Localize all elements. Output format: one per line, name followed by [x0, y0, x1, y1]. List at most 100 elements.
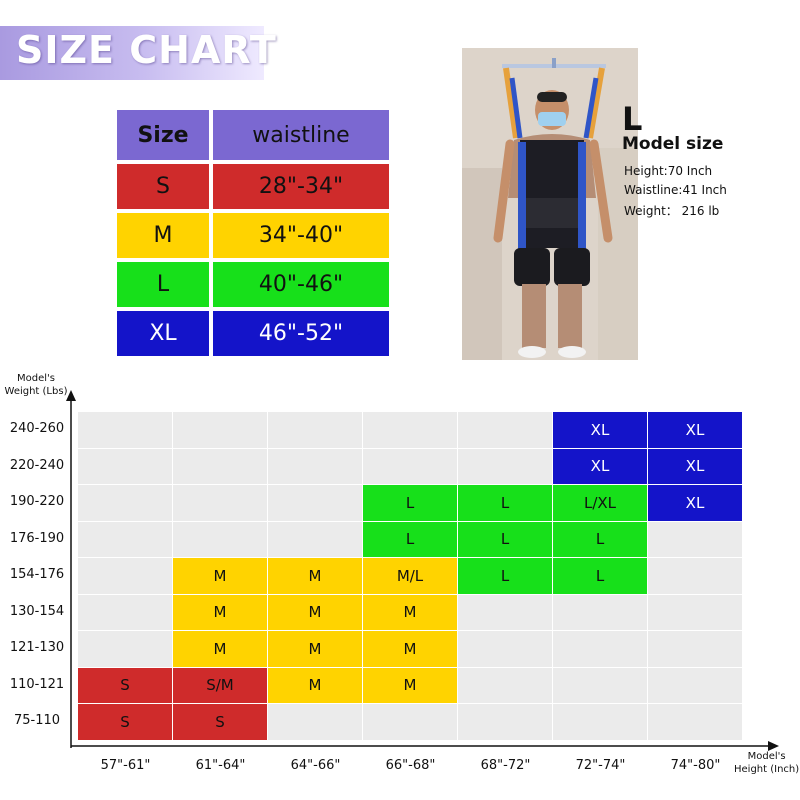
- x-axis-label-line2: Height (Inch): [734, 764, 800, 775]
- size-grid-cell: M: [268, 594, 363, 631]
- size-grid-cell: L: [458, 558, 553, 595]
- waistline-table-header: Size waistline: [115, 108, 391, 162]
- height-label: 61"-64": [195, 758, 246, 773]
- waistline-cell: 28"-34": [211, 162, 391, 211]
- size-grid-cell: XL: [553, 412, 648, 449]
- page-title: SIZE CHART: [16, 28, 277, 72]
- height-label: 66"-68": [385, 758, 436, 773]
- size-grid-cell: L: [553, 521, 648, 558]
- size-grid-cell: M: [363, 594, 458, 631]
- size-grid-cell: L/XL: [553, 485, 648, 522]
- size-grid-cell: [78, 448, 173, 485]
- model-size-letter: L: [622, 100, 643, 138]
- size-grid-cell: XL: [648, 485, 743, 522]
- x-axis-label-line1: Model's: [747, 751, 786, 762]
- weight-label: 75-110: [13, 713, 61, 729]
- size-grid-cell: [78, 485, 173, 522]
- y-axis-label: Model's Weight (Lbs): [4, 372, 68, 398]
- size-grid-cell: M: [268, 558, 363, 595]
- size-grid-cell: [458, 631, 553, 668]
- model-photo: [462, 48, 638, 360]
- weight-label: 121-130: [9, 640, 65, 656]
- table-row: M 34"-40": [115, 211, 391, 260]
- model-weight: Weight： 216 lb: [624, 204, 720, 218]
- size-grid-cell: [268, 704, 363, 741]
- size-grid-cell: M: [268, 667, 363, 704]
- weight-label: 176-190: [9, 530, 65, 546]
- height-label: 68"-72": [480, 758, 531, 773]
- size-grid-cell: L: [553, 558, 648, 595]
- waistline-cell: 46"-52": [211, 309, 391, 358]
- size-grid-cell: M: [173, 558, 268, 595]
- size-grid-cell: [173, 521, 268, 558]
- weight-label: 110-121: [9, 676, 65, 692]
- model-figure-illustration: [462, 48, 638, 360]
- title-banner: [0, 26, 264, 80]
- table-row: S 28"-34": [115, 162, 391, 211]
- size-grid-cell: L: [363, 485, 458, 522]
- height-label: 72"-74": [575, 758, 626, 773]
- size-grid-cell: M: [173, 631, 268, 668]
- size-grid-cell: [363, 704, 458, 741]
- waistline-cell: 34"-40": [211, 211, 391, 260]
- size-cell: S: [115, 162, 211, 211]
- size-grid-cell: [78, 631, 173, 668]
- size-grid-cell: [78, 558, 173, 595]
- size-grid-cell: XL: [648, 448, 743, 485]
- size-grid-cell: [363, 448, 458, 485]
- y-axis-arrow-icon: [66, 390, 76, 401]
- x-axis-arrow-icon: [768, 741, 779, 751]
- size-grid-cell: [78, 412, 173, 449]
- size-grid-cell: [268, 448, 363, 485]
- size-grid-cell: L: [363, 521, 458, 558]
- size-grid-cell: [458, 667, 553, 704]
- size-grid-cell: [458, 704, 553, 741]
- size-grid-cell: [78, 594, 173, 631]
- height-label: 74"-80": [670, 758, 721, 773]
- size-grid-cell: [268, 412, 363, 449]
- size-grid-cell: [458, 412, 553, 449]
- size-grid-cell: S: [78, 704, 173, 741]
- size-grid-cell: [553, 594, 648, 631]
- weight-label: 240-260: [9, 421, 65, 437]
- size-grid-cell: XL: [648, 412, 743, 449]
- size-grid-cell: L: [458, 521, 553, 558]
- size-cell: L: [115, 260, 211, 309]
- size-grid-cell: S: [173, 704, 268, 741]
- waistline-cell: 40"-46": [211, 260, 391, 309]
- weight-label: 190-220: [9, 494, 65, 510]
- x-axis-label: Model's Height (Inch): [734, 750, 799, 776]
- weight-label: 220-240: [9, 457, 65, 473]
- size-grid-cell: [458, 594, 553, 631]
- size-grid-cell: L: [458, 485, 553, 522]
- size-grid-cell: M: [363, 631, 458, 668]
- model-size-title: Model size: [622, 134, 724, 154]
- size-cell: XL: [115, 309, 211, 358]
- size-grid-cell: [173, 485, 268, 522]
- size-grid-cell: [363, 412, 458, 449]
- size-grid-cell: M: [173, 594, 268, 631]
- size-grid-cell: M/L: [363, 558, 458, 595]
- waistline-table: Size waistline S 28"-34" M 34"-40" L 40"…: [115, 108, 391, 358]
- header-size: Size: [115, 108, 211, 162]
- weight-label: 154-176: [9, 567, 65, 583]
- size-grid-cell: [173, 412, 268, 449]
- size-grid-cell: XL: [553, 448, 648, 485]
- size-grid-cell: [553, 631, 648, 668]
- size-grid-cell: [648, 521, 743, 558]
- size-grid-cell: [173, 448, 268, 485]
- size-grid-cell: [648, 631, 743, 668]
- size-grid-cell: [78, 521, 173, 558]
- table-row: L 40"-46": [115, 260, 391, 309]
- size-grid-cell: [268, 521, 363, 558]
- size-grid-cell: [648, 594, 743, 631]
- height-label: 64"-66": [290, 758, 341, 773]
- size-grid-cell: S: [78, 667, 173, 704]
- model-waistline: Waistline:41 Inch: [624, 183, 727, 197]
- size-grid-cell: [648, 558, 743, 595]
- size-grid-cell: M: [363, 667, 458, 704]
- y-axis-label-line2: Weight (Lbs): [4, 386, 68, 397]
- size-grid-cell: M: [268, 631, 363, 668]
- size-grid-cell: [553, 667, 648, 704]
